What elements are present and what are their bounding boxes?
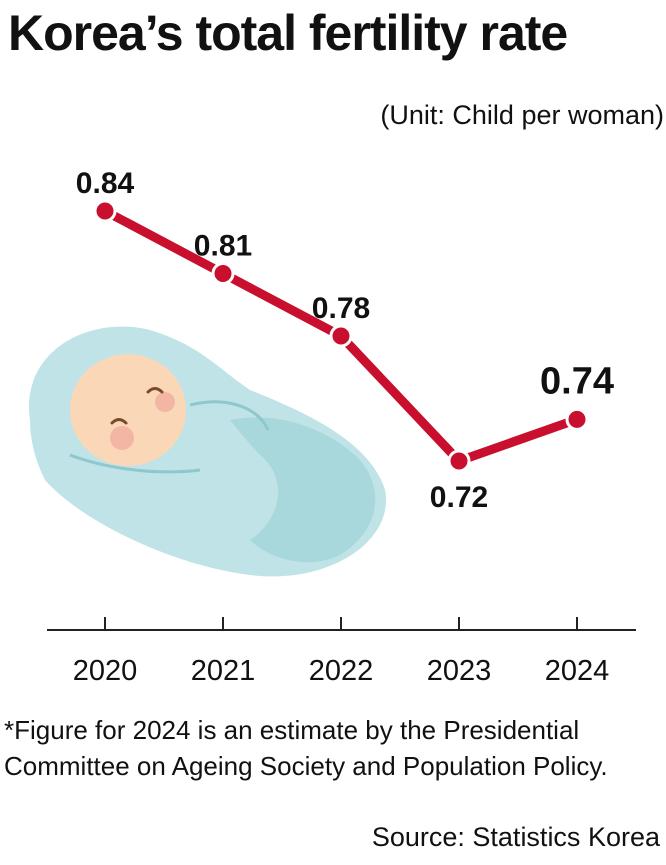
data-point-2024	[565, 407, 589, 431]
x-tick-label-2023: 2023	[427, 655, 492, 687]
data-label-2021: 0.81	[194, 230, 252, 263]
data-point-2020	[93, 199, 117, 223]
x-tick-label-2024: 2024	[545, 655, 610, 687]
chart-title: Korea’s total fertility rate	[8, 5, 568, 61]
data-point-2021	[211, 262, 235, 285]
data-label-2022: 0.78	[312, 292, 370, 325]
x-tick-label-2022: 2022	[309, 655, 374, 687]
cheek-left	[110, 426, 134, 450]
data-label-2020: 0.84	[76, 167, 135, 200]
unit-note: (Unit: Child per woman)	[380, 100, 664, 130]
baby-face	[70, 354, 186, 466]
source-credit: Source: Statistics Korea	[371, 822, 660, 852]
x-tick-label-2020: 2020	[73, 655, 138, 687]
footnote: *Figure for 2024 is an estimate by the P…	[4, 715, 608, 781]
x-tick-label-2021: 2021	[191, 655, 256, 687]
eye-left	[110, 418, 128, 425]
data-point-2022	[329, 324, 353, 348]
cheek-right	[155, 392, 175, 412]
data-point-2023	[447, 449, 471, 473]
eye-right	[146, 387, 164, 394]
blanket-wrap-line	[189, 400, 270, 431]
data-label-2024: 0.74	[540, 360, 614, 402]
data-label-2023: 0.72	[430, 481, 488, 514]
blanket-fold	[230, 417, 376, 563]
baby-illustration	[29, 326, 387, 577]
blanket-hood-line	[69, 453, 201, 474]
line-chart: 2020 2021 2022 2023 2024 0.84 0.81 0.78 0.72 0.7…	[29, 167, 636, 687]
